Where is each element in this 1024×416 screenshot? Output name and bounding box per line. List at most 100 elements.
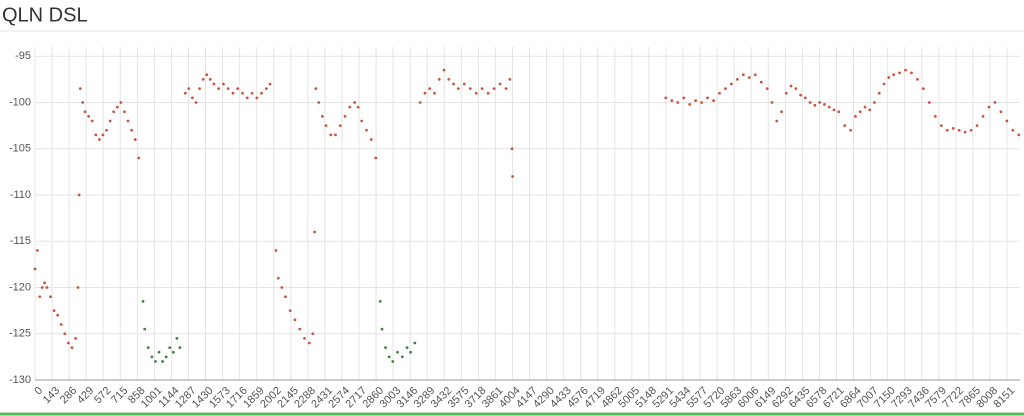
- point: [975, 124, 979, 128]
- point: [329, 133, 333, 137]
- point: [391, 360, 395, 363]
- point: [486, 91, 490, 95]
- point: [1017, 133, 1021, 137]
- point: [317, 101, 321, 104]
- point: [40, 286, 44, 289]
- point: [981, 114, 985, 118]
- point: [688, 102, 692, 106]
- point: [452, 82, 455, 86]
- point: [293, 318, 297, 322]
- point: [423, 91, 427, 95]
- point: [849, 128, 853, 132]
- point: [868, 108, 872, 112]
- point: [863, 105, 867, 109]
- point: [161, 360, 164, 363]
- point: [400, 355, 404, 359]
- point: [753, 73, 757, 77]
- point: [682, 96, 686, 100]
- point: [56, 313, 60, 317]
- point: [854, 114, 857, 118]
- point: [112, 110, 116, 114]
- point: [939, 124, 943, 128]
- point: [348, 105, 352, 109]
- point: [374, 156, 378, 160]
- chart-title: QLN DSL: [2, 4, 88, 26]
- point: [115, 105, 119, 109]
- point: [780, 110, 783, 114]
- point: [794, 87, 798, 91]
- point: [770, 101, 774, 104]
- point: [999, 110, 1003, 114]
- point: [813, 103, 817, 107]
- point: [951, 126, 955, 130]
- point: [504, 87, 508, 91]
- point: [480, 87, 484, 91]
- point: [52, 309, 56, 313]
- point: [442, 68, 446, 72]
- point: [236, 87, 240, 91]
- point: [250, 91, 254, 95]
- point: [433, 91, 436, 95]
- point: [784, 91, 788, 95]
- point: [730, 82, 733, 86]
- point: [226, 87, 230, 91]
- point: [837, 110, 841, 114]
- point: [101, 133, 105, 137]
- point: [1005, 119, 1009, 123]
- point: [369, 138, 373, 141]
- point: [353, 101, 356, 104]
- point: [987, 105, 991, 109]
- point: [718, 91, 721, 95]
- point: [320, 114, 324, 118]
- point: [343, 114, 347, 118]
- point: [858, 110, 862, 114]
- y-tick-label: -105: [9, 143, 31, 155]
- point: [910, 71, 913, 75]
- point: [676, 101, 680, 104]
- point: [255, 96, 259, 100]
- point: [66, 341, 70, 345]
- point: [123, 110, 126, 114]
- point: [474, 91, 478, 95]
- point: [313, 230, 317, 234]
- point: [378, 299, 382, 303]
- y-tick-label: -110: [10, 189, 31, 201]
- point: [498, 82, 502, 86]
- point: [387, 355, 391, 359]
- point: [141, 299, 145, 303]
- point: [694, 99, 698, 103]
- point: [59, 323, 63, 326]
- point: [33, 267, 37, 271]
- point: [63, 332, 67, 336]
- y-tick-label: -130: [9, 374, 31, 386]
- point: [108, 119, 112, 123]
- point: [969, 128, 973, 132]
- point: [904, 68, 907, 72]
- point: [1011, 128, 1015, 132]
- point: [97, 138, 101, 141]
- y-tick-label: -125: [9, 328, 31, 340]
- point: [993, 101, 997, 104]
- point: [922, 87, 925, 91]
- point: [799, 93, 802, 97]
- point: [143, 327, 147, 331]
- point: [178, 346, 182, 350]
- point: [365, 128, 368, 132]
- point: [957, 128, 961, 132]
- point: [150, 355, 154, 359]
- point: [198, 87, 201, 91]
- point: [231, 91, 235, 95]
- point: [456, 87, 460, 91]
- point: [74, 336, 77, 340]
- y-tick-label: -120: [9, 281, 31, 293]
- point: [191, 96, 194, 100]
- point: [38, 295, 42, 299]
- point: [146, 346, 150, 350]
- point: [205, 73, 209, 77]
- point: [81, 101, 85, 104]
- point: [492, 87, 496, 91]
- point: [747, 76, 751, 79]
- point: [428, 87, 432, 91]
